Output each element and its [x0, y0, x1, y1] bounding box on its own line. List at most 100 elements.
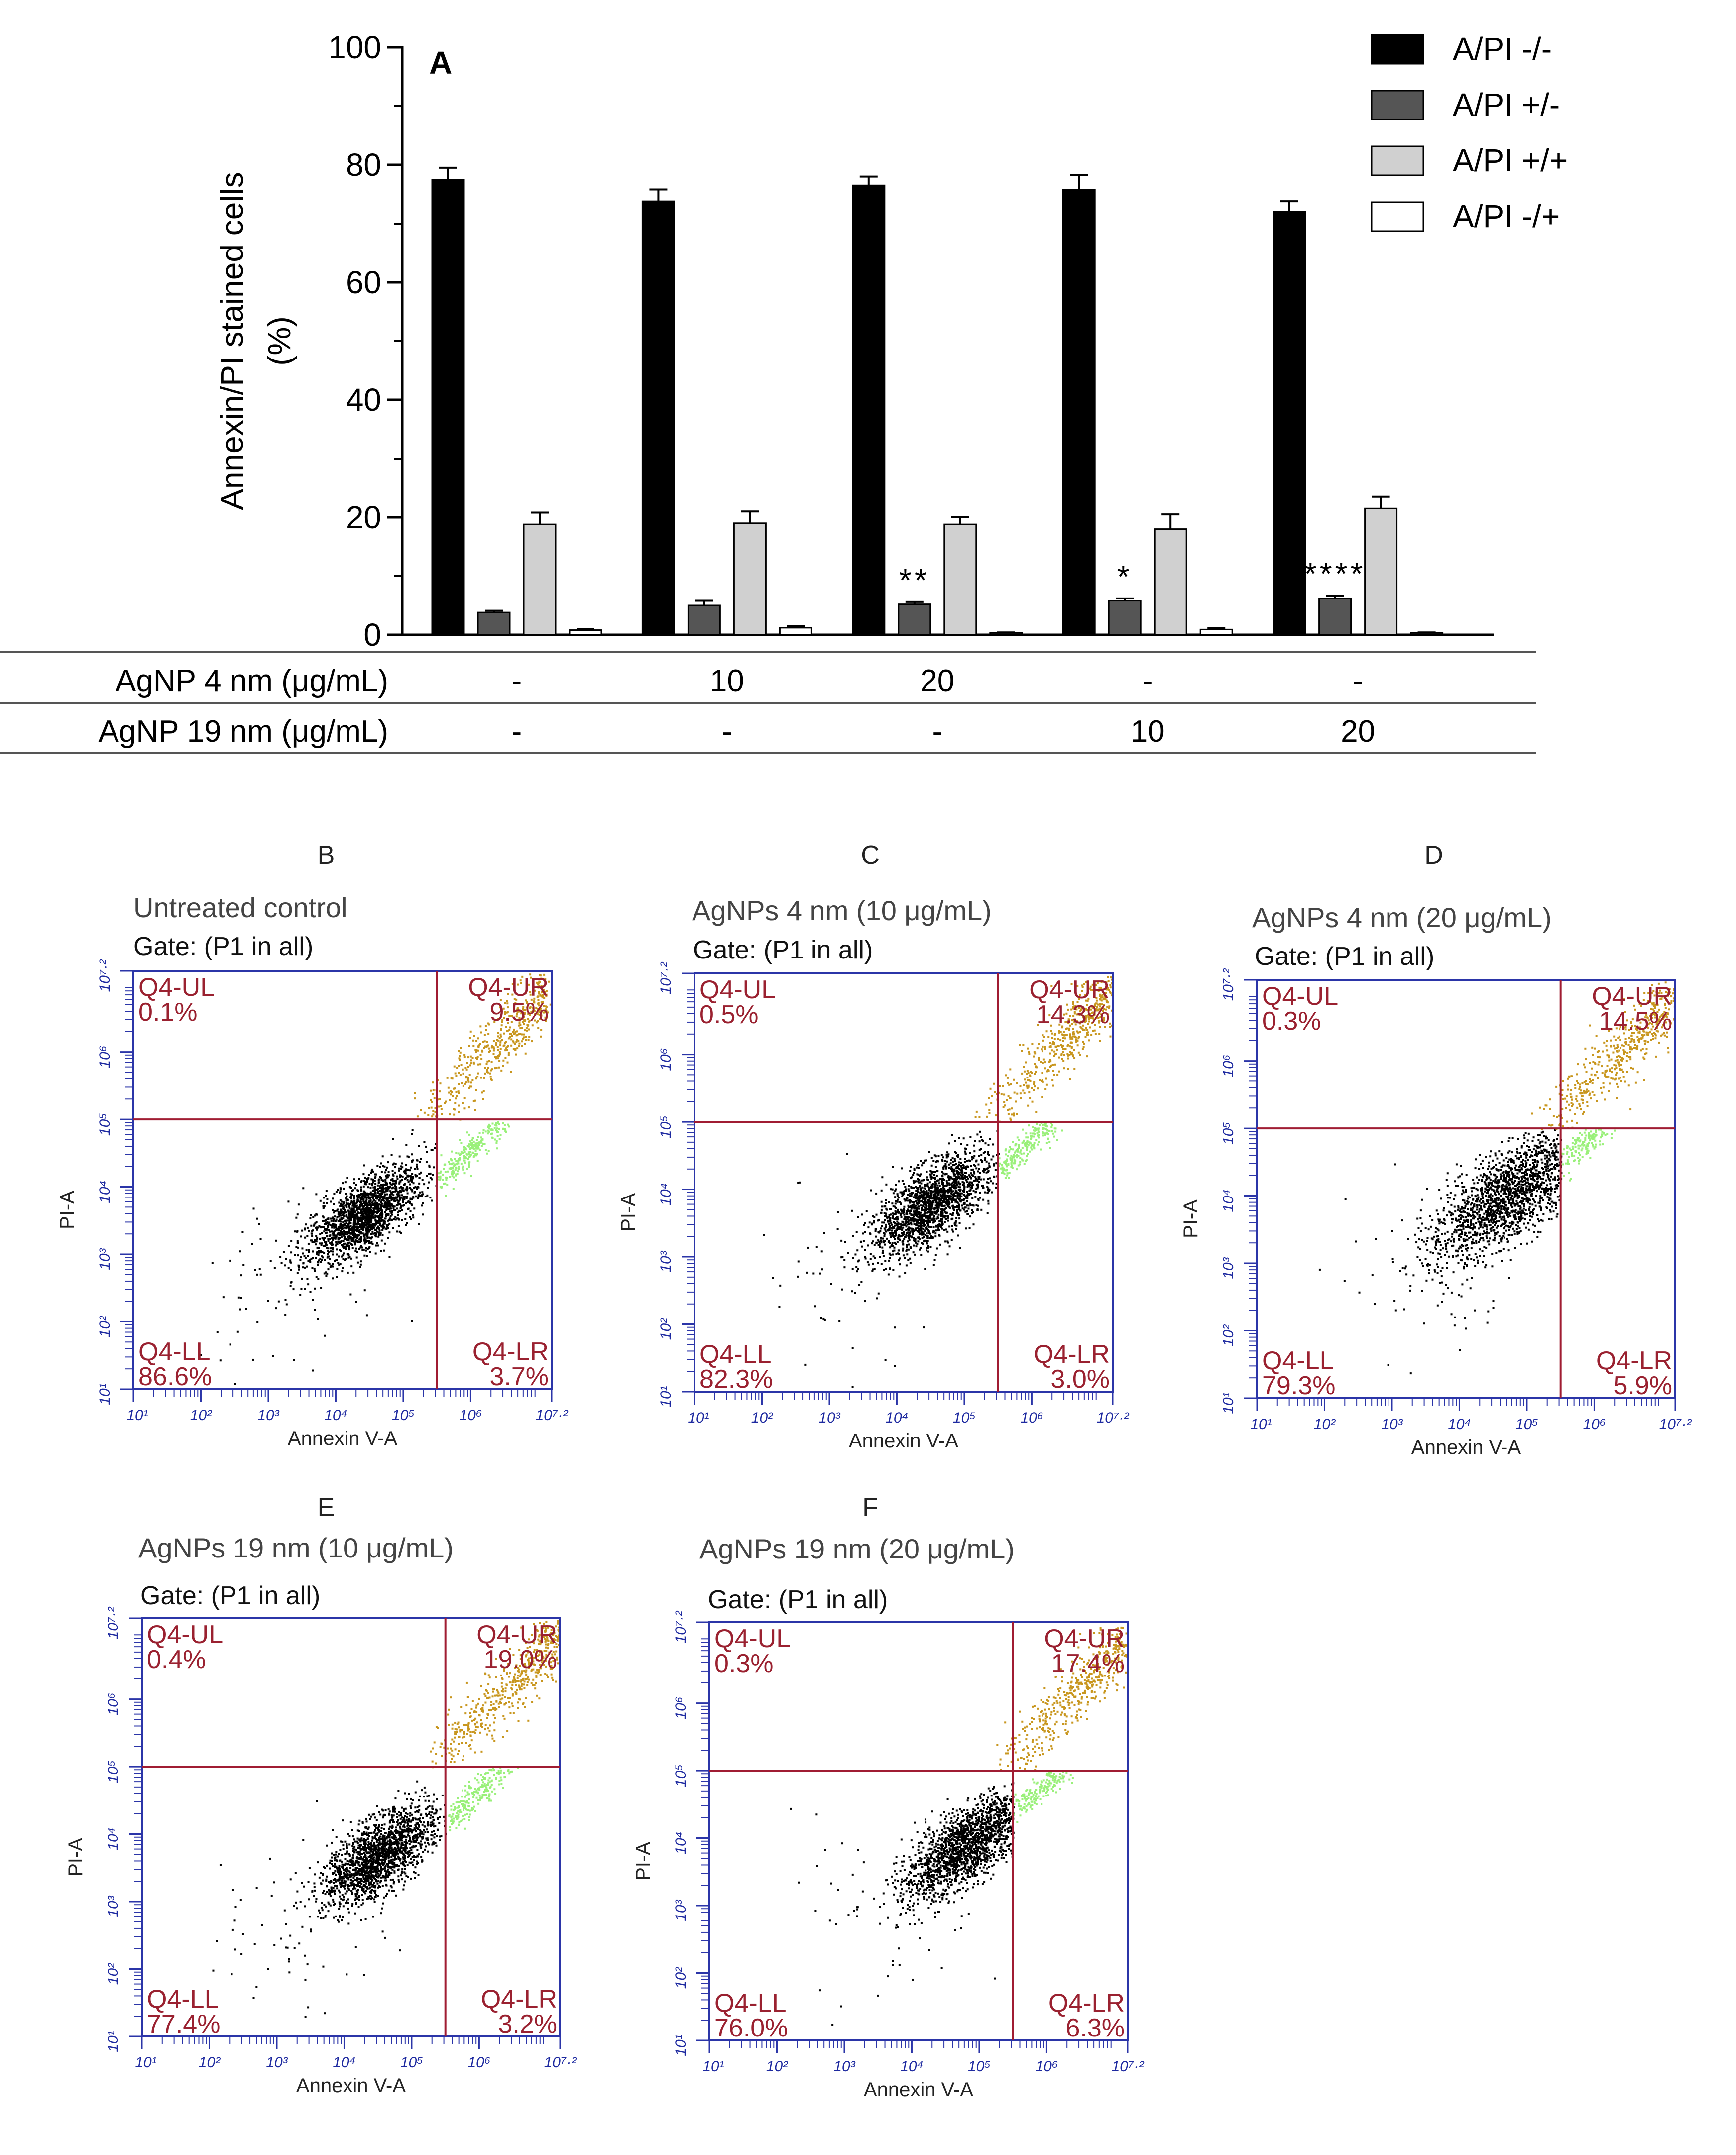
bar-1-3	[1108, 600, 1142, 636]
event-dot-early	[441, 1186, 443, 1188]
event-dot-late	[512, 1031, 514, 1033]
event-dot-live	[325, 1229, 327, 1231]
event-dot-live	[855, 1231, 858, 1233]
event-dot-late	[432, 1081, 434, 1084]
event-dot-live	[907, 1221, 910, 1223]
event-dot-live	[948, 1167, 950, 1169]
event-dot-early	[1000, 1167, 1002, 1170]
event-dot-live	[371, 1214, 374, 1217]
event-dot-live	[346, 1177, 348, 1179]
event-dot-live	[947, 1216, 949, 1219]
event-dot-early	[455, 1166, 457, 1169]
event-dot-early	[476, 1147, 478, 1150]
event-dot-live	[923, 1326, 925, 1329]
event-dot-late	[545, 1020, 547, 1022]
event-dot-live	[351, 1237, 353, 1239]
event-dot-live	[381, 1216, 384, 1218]
event-dot-live	[966, 1191, 968, 1193]
event-dot-late	[541, 995, 543, 998]
event-dot-early	[457, 1152, 460, 1155]
event-dot-live	[407, 1174, 409, 1177]
event-dot-live	[359, 1246, 362, 1249]
event-dot-live	[367, 1177, 369, 1180]
event-dot-live	[985, 1168, 988, 1171]
event-dot-early	[1044, 1122, 1047, 1124]
event-dot-late	[543, 1009, 546, 1012]
event-dot-live	[941, 1212, 944, 1215]
event-dot-late	[509, 1026, 511, 1029]
event-dot-live	[977, 1183, 979, 1186]
event-dot-late	[458, 1083, 460, 1085]
event-dot-live	[903, 1213, 906, 1216]
event-dot-live	[355, 1234, 357, 1237]
event-dot-live	[946, 1151, 949, 1154]
event-dot-live	[966, 1144, 969, 1146]
event-dot-live	[979, 1172, 981, 1174]
event-dot-late	[457, 1090, 460, 1093]
event-dot-live	[380, 1177, 382, 1179]
event-dot-live	[908, 1190, 911, 1192]
event-dot-live	[962, 1165, 965, 1168]
event-dot-live	[959, 1158, 962, 1160]
event-dot-live	[974, 1176, 977, 1178]
event-dot-live	[973, 1180, 975, 1182]
event-dot-live	[890, 1227, 893, 1229]
event-dot-live	[902, 1223, 904, 1226]
event-dot-late	[428, 1107, 430, 1109]
event-dot-live	[327, 1268, 330, 1271]
event-dot-live	[316, 1236, 319, 1239]
event-dot-live	[908, 1239, 911, 1241]
event-dot-early	[1016, 1168, 1018, 1171]
event-dot-live	[933, 1210, 936, 1213]
event-dot-early	[468, 1153, 470, 1155]
event-dot-live	[396, 1197, 398, 1199]
event-dot-live	[390, 1193, 393, 1196]
event-dot-live	[924, 1193, 926, 1195]
event-dot-live	[407, 1207, 410, 1210]
event-dot-live	[920, 1179, 923, 1182]
event-dot-live	[393, 1205, 396, 1208]
event-dot-live	[967, 1177, 969, 1180]
event-dot-late	[445, 1100, 447, 1103]
event-dot-early	[498, 1123, 500, 1125]
event-dot-live	[315, 1226, 317, 1229]
event-dot-live	[885, 1214, 888, 1217]
event-dot-live	[955, 1200, 958, 1202]
event-dot-live	[941, 1209, 943, 1211]
event-dot-live	[921, 1219, 924, 1222]
event-dot-live	[379, 1220, 382, 1222]
event-dot-live	[361, 1203, 363, 1206]
event-dot-live	[953, 1206, 956, 1208]
event-dot-live	[927, 1194, 929, 1197]
event-dot-late	[516, 1006, 519, 1009]
event-dot-live	[353, 1182, 355, 1185]
event-dot-late	[542, 995, 545, 997]
event-dot-live	[364, 1203, 366, 1206]
event-dot-early	[448, 1163, 451, 1165]
event-dot-live	[948, 1176, 951, 1178]
event-dot-live	[883, 1269, 885, 1271]
event-dot-live	[940, 1225, 942, 1228]
event-dot-live	[797, 1275, 799, 1278]
event-dot-live	[927, 1250, 929, 1253]
event-dot-late	[487, 1022, 490, 1025]
event-dot-live	[948, 1182, 950, 1185]
event-dot-live	[934, 1171, 936, 1173]
event-dot-late	[544, 1016, 547, 1019]
event-dot-live	[363, 1215, 365, 1218]
event-dot-live	[398, 1182, 401, 1185]
event-dot-early	[446, 1184, 449, 1186]
event-dot-live	[342, 1187, 345, 1190]
event-dot-live	[285, 1303, 288, 1306]
event-dot-late	[497, 1035, 499, 1038]
event-dot-live	[381, 1188, 383, 1190]
event-dot-live	[350, 1209, 353, 1211]
event-dot-live	[918, 1200, 920, 1202]
event-dot-live	[359, 1241, 361, 1243]
event-dot-late	[1071, 1054, 1074, 1056]
event-dot-live	[239, 1250, 241, 1253]
event-dot-live	[328, 1251, 330, 1254]
event-dot-late	[541, 1003, 543, 1006]
event-dot-live	[969, 1202, 971, 1205]
event-dot-live	[363, 1210, 365, 1212]
